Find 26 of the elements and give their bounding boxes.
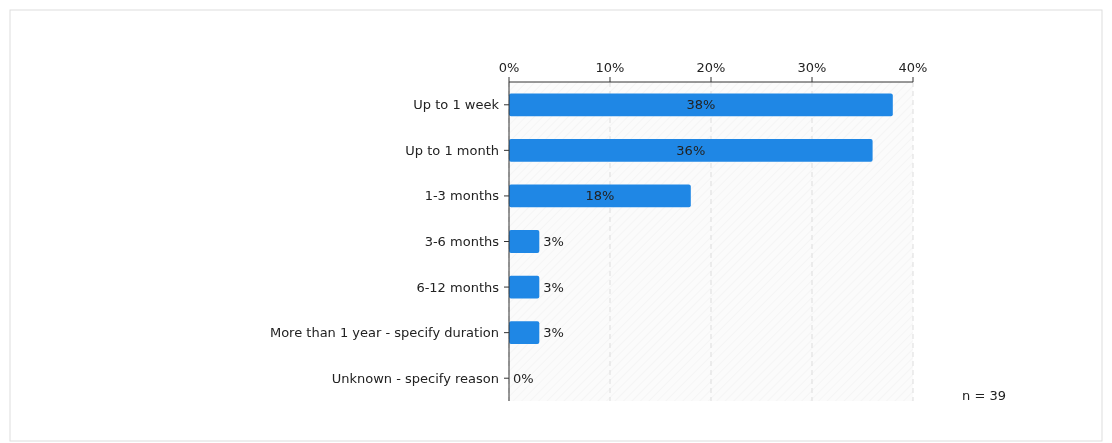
bar (509, 275, 540, 299)
data-label: 36% (676, 142, 706, 158)
y-tick-label: Up to 1 week (413, 97, 500, 113)
y-tick-label: Unknown - specify reason (331, 370, 499, 386)
x-tick-label: 30% (797, 60, 827, 75)
y-tick-label: 1-3 months (424, 188, 500, 204)
bar (509, 93, 893, 117)
x-tick-label: 10% (595, 60, 625, 75)
data-label: 18% (585, 188, 615, 204)
data-label: 3% (543, 234, 564, 250)
data-label: 3% (543, 279, 564, 295)
bar (509, 230, 540, 253)
x-tick-label: 20% (696, 60, 726, 75)
text: n = 39 (962, 388, 1006, 403)
x-tick-label: 0% (498, 60, 520, 75)
y-tick-label: 6-12 months (416, 279, 500, 295)
bar (509, 184, 691, 208)
data-label: 3% (543, 325, 564, 341)
y-tick-label: 3-6 months (424, 234, 500, 250)
bar (509, 321, 540, 345)
x-tick-label: 40% (898, 60, 928, 75)
y-tick-label: Up to 1 month (405, 142, 499, 158)
data-label: 0% (513, 370, 534, 386)
bar (509, 138, 873, 162)
y-tick-label: More than 1 year - specify duration (269, 325, 499, 341)
data-label: 38% (686, 97, 716, 113)
